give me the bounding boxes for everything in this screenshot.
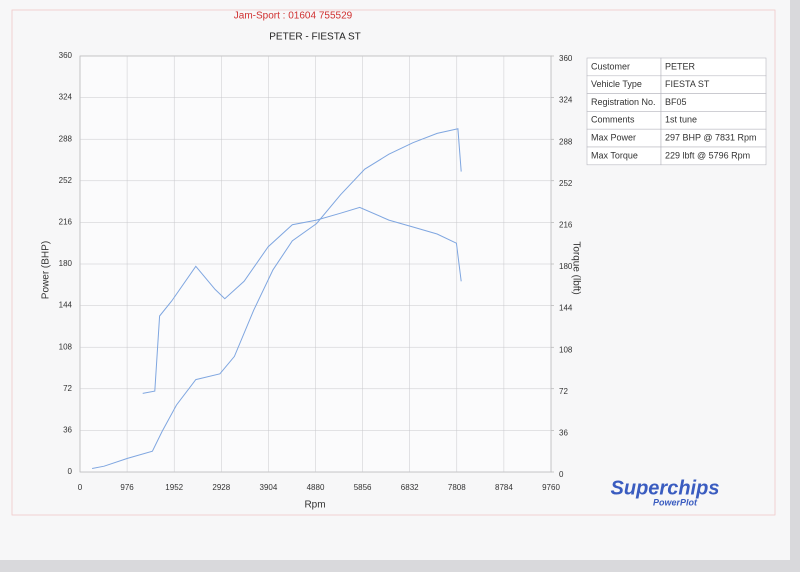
y-tick-label: 180 [59, 259, 73, 268]
x-axis-label: Rpm [304, 500, 325, 511]
series-line [142, 206, 462, 394]
y2-tick-label: 36 [559, 429, 568, 438]
x-tick-label: 2928 [212, 483, 230, 492]
table-label: Max Torque [591, 150, 638, 160]
table-value: 229 lbft @ 5796 Rpm [665, 150, 750, 160]
x-tick-label: 1952 [165, 483, 183, 492]
y-tick-label: 108 [59, 342, 73, 351]
table-cell [660, 146, 767, 166]
x-tick-label: 6832 [401, 483, 419, 492]
y-tick-label: 288 [59, 134, 73, 143]
y2-tick-label: 324 [559, 96, 573, 105]
y-tick-label: 216 [59, 218, 73, 227]
logo-name: Superchips [611, 477, 720, 499]
y2-tick-label: 360 [559, 54, 573, 63]
y2-tick-label: 216 [559, 221, 573, 230]
y2-tick-label: 180 [559, 262, 573, 271]
table-value: BF05 [665, 97, 687, 107]
table-label: Comments [591, 115, 635, 125]
y2-tick-label: 108 [559, 345, 573, 354]
y2-tick-label: 252 [559, 179, 573, 188]
y2-tick-label: 72 [559, 387, 568, 396]
info-table: Customer PETER Vehicle Type FIESTA ST Regist… [586, 57, 767, 166]
table-value: 1st tune [665, 115, 697, 125]
table-label: Vehicle Type [591, 79, 642, 89]
series-line [92, 128, 462, 469]
y-axis-label: Power (BHP) [41, 241, 52, 299]
y2-tick-label: 144 [559, 304, 573, 313]
x-tick-label: 5856 [354, 483, 372, 492]
paper-border [11, 9, 776, 516]
x-tick-label: 976 [120, 483, 134, 492]
x-tick-label: 0 [78, 483, 83, 492]
y2-tick-label: 288 [559, 137, 573, 146]
logo-product: PowerPlot [653, 497, 698, 507]
table-value: PETER [665, 61, 696, 71]
table-value: 297 BHP @ 7831 Rpm [665, 132, 757, 142]
table-value: FIESTA ST [665, 79, 710, 89]
x-tick-label: 7808 [448, 483, 466, 492]
y-tick-label: 360 [59, 51, 73, 60]
table-label: Customer [591, 61, 630, 71]
chart-title: PETER - FIESTA ST [269, 32, 361, 43]
y-tick-label: 36 [63, 426, 72, 435]
y-tick-label: 324 [59, 93, 73, 102]
x-tick-label: 3904 [260, 483, 278, 492]
table-label: Registration No. [591, 97, 656, 107]
y-tick-label: 144 [59, 301, 73, 310]
company: Jam-Sport : 01604 755529 [234, 11, 353, 22]
table-label: Max Power [591, 132, 636, 142]
y-tick-label: 0 [68, 467, 73, 476]
x-tick-label: 4880 [307, 483, 325, 492]
x-tick-label: 9760 [542, 483, 560, 492]
y-tick-label: 252 [59, 176, 73, 185]
y2-tick-label: 0 [559, 470, 564, 479]
x-tick-label: 8784 [495, 483, 513, 492]
y2-axis-label: Torque (lbft) [570, 241, 581, 294]
y-tick-label: 72 [63, 384, 72, 393]
